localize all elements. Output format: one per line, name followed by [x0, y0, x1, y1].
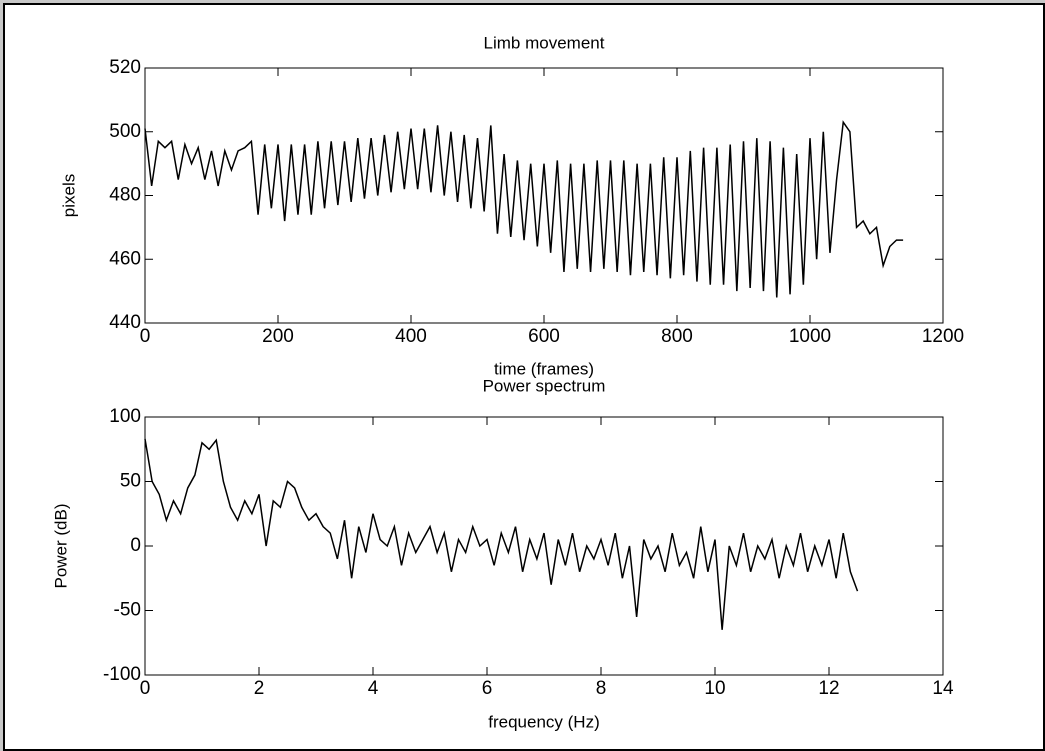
y-tick-label: 500: [109, 121, 141, 142]
y-tick-label: 460: [109, 248, 141, 269]
x-tick-label: 0: [140, 326, 151, 347]
y-tick-label: -50: [114, 600, 141, 621]
y-tick-label: 0: [130, 535, 141, 556]
chart-title: Power spectrum: [483, 376, 606, 395]
x-tick-label: 0: [140, 678, 151, 699]
data-line: [144, 438, 859, 630]
x-tick-label: 10: [704, 678, 725, 699]
x-tick-label: 8: [596, 678, 607, 699]
x-tick-label: 600: [528, 326, 560, 347]
x-tick-label: 400: [395, 326, 427, 347]
x-axis-label: frequency (Hz): [488, 712, 599, 731]
x-tick-label: 1200: [922, 326, 964, 347]
y-tick-label: 440: [109, 312, 141, 333]
y-axis-label: pixels: [59, 174, 78, 217]
y-tick-label: 520: [109, 57, 141, 78]
x-tick-label: 12: [818, 678, 839, 699]
data-line: [144, 120, 904, 298]
x-tick-label: 2: [254, 678, 265, 699]
x-axis-label: time (frames): [494, 359, 594, 378]
x-tick-label: 14: [932, 678, 954, 699]
x-tick-label: 200: [262, 326, 294, 347]
y-tick-label: 480: [109, 185, 141, 206]
chart-title: Limb movement: [484, 33, 605, 52]
plot-area: [144, 416, 944, 676]
x-tick-label: 800: [661, 326, 693, 347]
x-tick-label: 4: [368, 678, 379, 699]
x-tick-label: 1000: [789, 326, 831, 347]
y-tick-label: 100: [109, 406, 141, 427]
y-tick-label: -100: [103, 664, 141, 685]
x-tick-label: 6: [482, 678, 493, 699]
plot-area: [144, 67, 944, 324]
y-axis-label: Power (dB): [51, 503, 70, 588]
y-tick-label: 50: [120, 471, 141, 492]
